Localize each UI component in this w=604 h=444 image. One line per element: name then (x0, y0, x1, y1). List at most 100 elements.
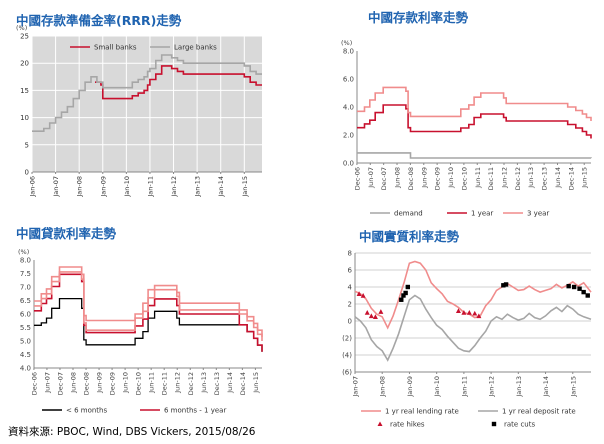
deposit-ytick-label: 8.0 (343, 48, 354, 56)
legend-3-year-label: 3 year (527, 210, 549, 218)
real-series-line (354, 294, 592, 362)
deposit-unit-label: (%) (341, 39, 352, 47)
deposit-xtick-label: Dec-09 (434, 167, 442, 190)
lending-xtick-label: Jun-10 (122, 372, 130, 394)
rrr-xtick-label: Jan-08 (76, 176, 84, 198)
deposit-series-line (357, 152, 592, 159)
chart-title-rrr: 中國存款準備金率(RRR)走勢 (16, 13, 182, 28)
real-xtick-label: Jan-07 (352, 376, 360, 398)
real-rate-hike-marker (466, 310, 472, 315)
real-rate-cut-marker (503, 282, 509, 287)
lending-ytick-label: 7.5 (20, 270, 31, 278)
real-rate-cut-marker (566, 283, 571, 289)
lending-xtick-label: Jun-11 (148, 372, 156, 394)
real-xtick-label: Jan-08 (379, 376, 387, 398)
deposit-series-line (357, 86, 592, 121)
rrr-xtick-label: Jan-13 (194, 176, 202, 198)
deposit-xtick-label: Dec-11 (487, 167, 495, 190)
real-rate-hike-marker (378, 309, 384, 314)
deposit-ytick-label: 4.0 (343, 104, 354, 112)
deposit-xtick-label: Jun-11 (474, 167, 482, 189)
rrr-xtick-label: Jan-15 (241, 176, 249, 198)
real-xtick-label: Jan-11 (460, 376, 468, 398)
real-rate-cut-marker (585, 293, 590, 298)
lending-xtick-label: Jun-13 (200, 372, 208, 394)
deposit-xtick-label: Jun-12 (500, 167, 508, 189)
real-xtick-label: Jan-13 (515, 376, 523, 398)
legend-rate-hikes-label: rate hikes (390, 421, 425, 429)
rrr-ytick-label: 5 (25, 141, 29, 149)
real-rate-cut-marker (403, 290, 408, 296)
real-xtick-label: Jan-10 (433, 376, 441, 398)
real-rate-cut-marker (399, 297, 404, 302)
rrr-xtick-label: Jan-11 (146, 176, 154, 198)
deposit-xtick-label: Dec-13 (541, 167, 549, 190)
real-rate-hike-marker (364, 310, 370, 315)
legend-6-months-1-year-label: 6 months - 1 year (164, 407, 226, 415)
real-rate-cut-marker (571, 284, 577, 290)
deposit-xtick-label: Jun-07 (367, 167, 375, 189)
lending-xtick-label: Jun-09 (96, 372, 104, 394)
legend-1-year-label: 1 year (471, 210, 493, 218)
real-rate-hike-marker (356, 291, 362, 296)
rrr-ytick-label: 0 (25, 169, 29, 177)
chart-title-deposit: 中國存款利率走勢 (368, 10, 469, 25)
lending-xtick-label: Jun-12 (174, 372, 182, 394)
real-rate-hike-marker (368, 313, 374, 319)
real-series-line (354, 260, 592, 330)
deposit-ytick-label: 0.0 (343, 160, 354, 168)
real-xtick-label: Jan-14 (542, 376, 550, 398)
lending-ytick-label: 5.0 (20, 338, 31, 346)
chart-title-real: 中國實質利率走勢 (359, 229, 460, 244)
real-rate-hike-marker (461, 310, 467, 315)
chart-title-lending: 中國貸款利率走勢 (16, 226, 117, 241)
rrr-xtick-label: Jan-10 (123, 176, 131, 198)
deposit-xtick-label: Dec-12 (514, 167, 522, 190)
lending-xtick-label: Dec-11 (161, 372, 169, 395)
real-ytick-label: (6) (342, 369, 352, 377)
real-xtick-label: Jan-15 (569, 376, 577, 398)
real-ytick-label: 0 (348, 318, 352, 326)
lending-xtick-label: Dec-06 (30, 372, 38, 395)
lending-xtick-label: Jun-08 (69, 372, 77, 394)
legend-real-deposit-label: 1 yr real deposit rate (502, 408, 576, 416)
rrr-xtick-label: Jan-07 (52, 176, 60, 198)
deposit-xtick-label: Dec-14 (567, 167, 575, 190)
real-ytick-label: (4) (342, 352, 352, 360)
rrr-ytick-label: 20 (20, 60, 29, 68)
deposit-xtick-label: Jun-15 (581, 167, 589, 189)
real-rate-cut-marker (405, 284, 411, 290)
rrr-ytick-label: 10 (20, 114, 29, 122)
lending-unit-label: (%) (18, 248, 29, 256)
lending-ytick-label: 6.5 (20, 297, 31, 305)
deposit-xtick-label: Jun-13 (527, 167, 535, 189)
deposit-ytick-label: 2.0 (343, 132, 354, 140)
legend-demand-label: demand (394, 210, 423, 218)
legend-rate-cuts-swatch (491, 421, 497, 427)
real-rate-hike-marker (476, 313, 482, 319)
lending-xtick-label: Dec-09 (109, 372, 117, 395)
lending-ytick-label: 8.0 (20, 257, 31, 265)
lending-xtick-label: Dec-13 (213, 372, 221, 395)
legend-under-6-months-label: < 6 months (66, 407, 107, 415)
real-rate-cut-marker (401, 293, 406, 298)
deposit-series-line (357, 104, 592, 139)
deposit-ytick-label: 6.0 (343, 76, 354, 84)
rrr-series-line (32, 54, 262, 132)
lending-xtick-label: Dec-07 (56, 372, 64, 395)
rrr-xtick-label: Jan-14 (217, 176, 225, 198)
real-rate-cut-marker (501, 283, 506, 288)
deposit-xtick-label: Jun-09 (420, 167, 428, 189)
legend-rate-cuts-label: rate cuts (504, 421, 535, 429)
lending-ytick-label: 5.5 (20, 324, 31, 332)
lending-xtick-label: Dec-08 (83, 372, 91, 395)
rrr-xtick-label: Jan-06 (29, 176, 37, 198)
real-ytick-label: 6 (348, 267, 353, 275)
legend-large-banks-label: Large banks (174, 44, 217, 52)
deposit-xtick-label: Dec-06 (353, 167, 361, 190)
source-note: 資料來源: PBOC, Wind, DBS Vickers, 2015/08/2… (8, 426, 256, 438)
real-xtick-label: Jan-09 (406, 376, 414, 398)
rrr-ytick-label: 25 (20, 33, 29, 41)
rrr-ytick-label: 15 (20, 87, 29, 95)
lending-xtick-label: Dec-14 (239, 372, 247, 395)
